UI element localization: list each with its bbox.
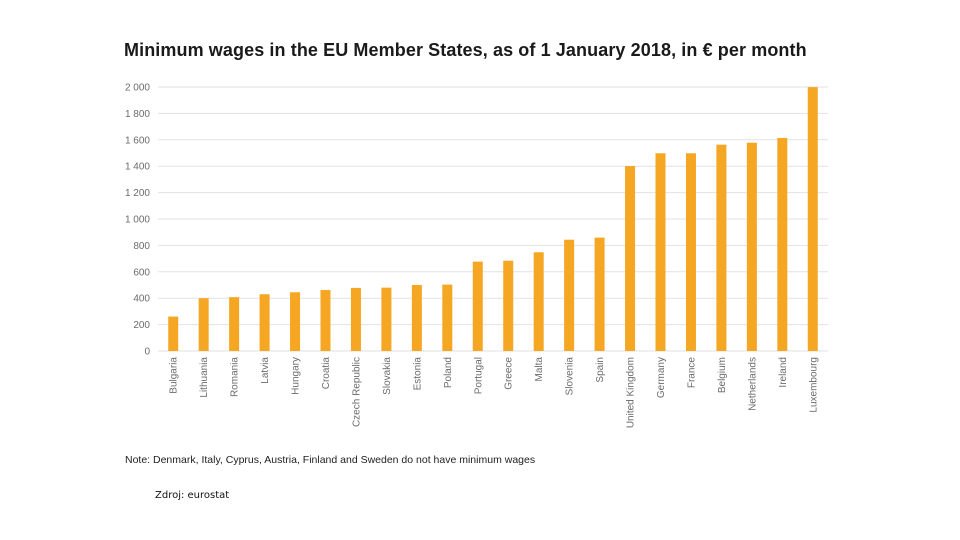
bar-spain xyxy=(594,237,605,351)
bar-greece xyxy=(503,260,514,351)
x-tick-label: Lithuania xyxy=(199,357,210,398)
y-tick-label: 1 200 xyxy=(125,188,150,199)
y-tick-label: 600 xyxy=(133,267,150,278)
y-tick-label: 2 000 xyxy=(125,83,150,94)
bar-bulgaria xyxy=(168,316,179,351)
x-tick-label: Latvia xyxy=(260,357,271,384)
source-credit: Zdroj: eurostat xyxy=(155,490,230,501)
x-tick-label: Slovakia xyxy=(382,357,393,395)
y-tick-label: 400 xyxy=(133,294,150,305)
y-tick-label: 1 600 xyxy=(125,135,150,146)
x-tick-label: Bulgaria xyxy=(169,357,180,394)
bars xyxy=(168,87,818,351)
x-tick-label: Malta xyxy=(534,357,545,382)
bar-czech-republic xyxy=(350,287,361,351)
bar-latvia xyxy=(259,294,270,351)
bar-poland xyxy=(442,284,453,351)
bar-croatia xyxy=(320,290,331,351)
x-tick-label: Estonia xyxy=(412,357,423,391)
chart-title: Minimum wages in the EU Member States, a… xyxy=(124,40,807,60)
x-tick-label: Germany xyxy=(656,357,667,398)
x-tick-label: United Kingdom xyxy=(626,357,637,428)
y-axis-ticks: 0 200 400 600 800 1 000 1 200 1 400 1 600 1 800 2 … xyxy=(125,83,150,358)
x-tick-label: Luxembourg xyxy=(808,357,819,413)
x-tick-label: Spain xyxy=(595,357,606,383)
bar-france xyxy=(685,153,696,351)
x-tick-label: Poland xyxy=(443,357,454,388)
y-tick-label: 200 xyxy=(133,320,150,331)
x-tick-label: Belgium xyxy=(717,357,728,393)
bar-germany xyxy=(655,153,666,351)
y-tick-label: 800 xyxy=(133,241,150,252)
bar-romania xyxy=(229,297,240,351)
x-tick-label: Croatia xyxy=(321,357,332,390)
bar-estonia xyxy=(411,285,422,351)
bar-ireland xyxy=(777,137,788,351)
gridlines xyxy=(158,86,828,352)
x-tick-label: Slovenia xyxy=(565,357,576,396)
y-tick-label: 1 400 xyxy=(125,162,150,173)
x-axis-ticks: Bulgaria Lithuania Romania Latvia Hungary Cro… xyxy=(169,357,820,429)
x-tick-label: Hungary xyxy=(291,357,302,395)
x-tick-label: Czech Republic xyxy=(351,357,362,427)
bar-united-kingdom xyxy=(625,166,636,351)
y-tick-label: 0 xyxy=(144,347,150,358)
x-tick-label: Netherlands xyxy=(747,357,758,411)
x-tick-label: Greece xyxy=(504,357,515,390)
bar-slovenia xyxy=(564,239,575,351)
bar-lithuania xyxy=(198,298,209,351)
y-tick-label: 1 000 xyxy=(125,215,150,226)
bar-malta xyxy=(533,252,544,351)
bar-hungary xyxy=(290,292,301,351)
x-tick-label: Portugal xyxy=(473,357,484,394)
bar-netherlands xyxy=(746,142,757,351)
x-tick-label: Ireland xyxy=(778,357,789,388)
y-tick-label: 1 800 xyxy=(125,109,150,120)
x-tick-label: Romania xyxy=(230,357,241,397)
chart-note: Note: Denmark, Italy, Cyprus, Austria, F… xyxy=(125,454,536,466)
bar-portugal xyxy=(472,261,483,351)
bar-belgium xyxy=(716,144,727,351)
x-tick-label: France xyxy=(686,357,697,389)
bar-luxembourg xyxy=(807,87,818,351)
bar-slovakia xyxy=(381,287,392,351)
